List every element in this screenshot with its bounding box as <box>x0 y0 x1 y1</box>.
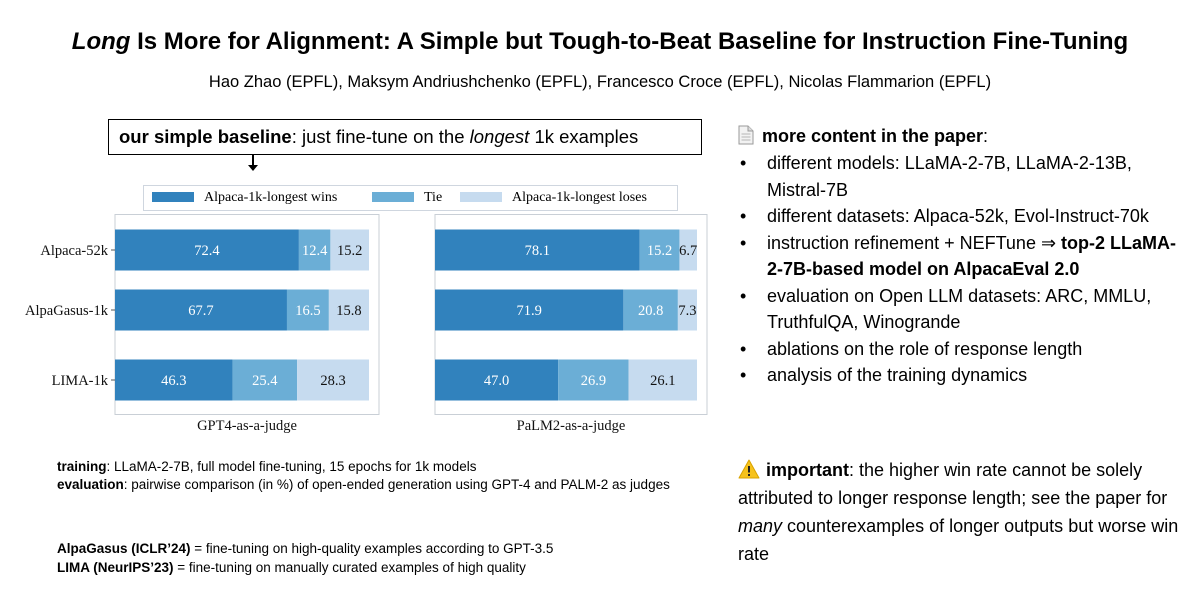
data-label: 6.7 <box>679 243 697 259</box>
bar-wins <box>115 229 299 271</box>
training-label: training <box>57 459 107 474</box>
data-label: 16.5 <box>295 303 320 319</box>
legend-swatch-tie <box>372 191 414 202</box>
bar-tie <box>286 289 329 331</box>
legend-item-wins: Alpaca-1k-longest wins <box>152 186 337 210</box>
alpagasus-note: AlpaGasus (ICLR’24) = fine-tuning on hig… <box>57 540 677 559</box>
callout-arrow-line <box>252 155 254 167</box>
more-content-heading: more content in the paper: <box>738 122 1188 150</box>
bar-loses <box>677 289 697 331</box>
list-item-bold: top-2 LLaMA-2-7B-based model on AlpacaEv… <box>767 232 1177 280</box>
important-pre: : the higher win rate cannot be solely a… <box>738 460 1168 508</box>
data-label: 72.4 <box>194 243 220 259</box>
important-note: important: the higher win rate cannot be… <box>738 456 1188 568</box>
important-label: important <box>766 460 849 480</box>
setup-notes: training: LLaMA-2-7B, full model fine-tu… <box>57 458 677 494</box>
bar-wins <box>115 359 233 401</box>
baseline-callout: our simple baseline: just fine-tune on t… <box>108 119 702 155</box>
bar-loses <box>297 359 369 401</box>
bar-wins <box>435 359 559 401</box>
warning-icon <box>738 459 760 479</box>
more-content-heading-colon: : <box>983 126 989 146</box>
data-label: 47.0 <box>484 373 509 389</box>
callout-pre: : just fine-tune on the <box>291 126 470 147</box>
list-item: instruction refinement + NEFTune ⇒ top-2… <box>738 230 1188 283</box>
data-label: 46.3 <box>161 373 186 389</box>
callout-post: 1k examples <box>529 126 639 147</box>
bar-tie <box>623 289 678 331</box>
list-item: different datasets: Alpaca-52k, Evol-Ins… <box>738 203 1188 230</box>
category-label: LIMA-1k <box>52 373 109 389</box>
bar-wins <box>115 289 287 331</box>
evaluation-text: : pairwise comparison (in %) of open-end… <box>123 477 670 492</box>
legend-label-tie: Tie <box>424 190 443 205</box>
bar-loses <box>330 229 369 271</box>
data-label: 25.4 <box>252 373 278 389</box>
legend-label-wins: Alpaca-1k-longest wins <box>204 190 338 205</box>
list-item: analysis of the training dynamics <box>738 362 1188 389</box>
callout-bold: our simple baseline <box>119 126 292 147</box>
callout-italic: longest <box>469 126 530 147</box>
data-label: 78.1 <box>525 243 550 259</box>
data-label: 28.3 <box>320 373 345 389</box>
category-label: AlpaGasus-1k <box>25 303 109 319</box>
bar-tie <box>232 359 298 401</box>
bar-wins <box>435 289 624 331</box>
data-label: 15.2 <box>647 243 672 259</box>
important-italic: many <box>738 516 783 536</box>
training-text: : LLaMA-2-7B, full model fine-tuning, 15… <box>106 459 477 474</box>
chart-legend: Alpaca-1k-longest wins Tie Alpaca-1k-lon… <box>143 185 678 211</box>
x-axis-label: PaLM2-as-a-judge <box>517 418 626 434</box>
legend-label-loses: Alpaca-1k-longest loses <box>512 190 647 205</box>
x-axis-label: GPT4-as-a-judge <box>197 418 297 434</box>
palm2-judge-chart: 78.1 15.2 6.7 71.9 20.8 7.3 47.0 26.9 26.1 PaLM2-… <box>434 214 708 434</box>
legend-item-loses: Alpaca-1k-longest loses <box>460 186 647 210</box>
author-list: Hao Zhao (EPFL), Maksym Andriushchenko (… <box>208 73 992 91</box>
more-content-section: more content in the paper: different mod… <box>738 122 1188 389</box>
bar-tie <box>639 229 680 271</box>
title-rest: Is More for Alignment: A Simple but Toug… <box>130 28 1129 55</box>
baseline-definitions: AlpaGasus (ICLR’24) = fine-tuning on hig… <box>57 540 677 577</box>
list-item-text: instruction refinement + NEFTune ⇒ <box>767 232 1062 253</box>
data-label: 15.2 <box>337 243 362 259</box>
bar-tie <box>558 359 629 401</box>
alpagasus-text: = fine-tuning on high-quality examples a… <box>190 541 554 556</box>
more-content-heading-text: more content in the paper <box>762 126 984 146</box>
title-italic: Long <box>71 28 131 55</box>
data-label: 15.8 <box>336 303 361 319</box>
list-item: different models: LLaMA-2-7B, LLaMA-2-13… <box>738 150 1188 203</box>
lima-label: LIMA (NeurIPS’23) <box>57 559 174 575</box>
more-content-list: different models: LLaMA-2-7B, LLaMA-2-13… <box>738 150 1188 389</box>
lima-text: = fine-tuning on manually curated exampl… <box>173 559 526 575</box>
paper-title: Long Is More for Alignment: A Simple but… <box>0 28 1200 56</box>
category-label: Alpaca-52k <box>40 243 108 259</box>
list-item: ablations on the role of response length <box>738 336 1188 363</box>
bar-tie <box>298 229 331 271</box>
data-label: 71.9 <box>517 303 542 319</box>
data-label: 20.8 <box>638 303 663 319</box>
data-label: 12.4 <box>302 243 328 259</box>
legend-swatch-wins <box>152 191 194 202</box>
bar-loses <box>628 359 697 401</box>
legend-item-tie: Tie <box>372 186 442 210</box>
lima-note: LIMA (NeurIPS’23) = fine-tuning on manua… <box>57 559 677 578</box>
important-post: counterexamples of longer outputs but wo… <box>738 516 1179 564</box>
training-note: training: LLaMA-2-7B, full model fine-tu… <box>57 458 677 476</box>
data-label: 7.3 <box>678 303 696 319</box>
bar-wins <box>435 229 640 271</box>
data-label: 26.9 <box>581 373 606 389</box>
evaluation-note: evaluation: pairwise comparison (in %) o… <box>57 476 677 494</box>
gpt4-judge-chart: 72.4 12.4 15.2 Alpaca-52k 67.7 16.5 15.8 AlpaGa… <box>25 214 380 434</box>
evaluation-label: evaluation <box>57 477 124 492</box>
alpagasus-label: AlpaGasus (ICLR’24) <box>57 541 191 556</box>
data-label: 26.1 <box>650 373 675 389</box>
document-icon <box>738 125 754 145</box>
callout-arrow-head <box>248 165 258 171</box>
list-item: evaluation on Open LLM datasets: ARC, MM… <box>738 283 1188 336</box>
legend-swatch-loses <box>460 191 502 202</box>
data-label: 67.7 <box>188 303 213 319</box>
bar-loses <box>679 229 697 271</box>
bar-loses <box>328 289 369 331</box>
